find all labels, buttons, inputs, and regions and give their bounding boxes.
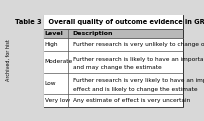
Text: Very low: Very low [45, 98, 70, 103]
Text: Description: Description [73, 31, 113, 36]
Text: High: High [45, 42, 58, 47]
Text: Level: Level [45, 31, 63, 36]
Bar [44, 38, 183, 51]
Text: Archived, for hist: Archived, for hist [6, 40, 11, 81]
Bar [44, 72, 183, 94]
Text: Table 3   Overall quality of outcome evidence in GRAI: Table 3 Overall quality of outcome evide… [14, 19, 204, 25]
Text: effect and is likely to change the estimate: effect and is likely to change the estim… [73, 87, 197, 92]
Text: Further research is very unlikely to change our confi: Further research is very unlikely to cha… [73, 42, 204, 47]
Bar [44, 94, 183, 107]
Bar [44, 15, 183, 107]
Text: and may change the estimate: and may change the estimate [73, 65, 161, 70]
Text: Moderate: Moderate [45, 59, 73, 64]
Text: Further research is very likely to have an important i: Further research is very likely to have … [73, 78, 204, 83]
Text: Low: Low [45, 81, 56, 86]
Bar [44, 15, 183, 29]
Bar [44, 29, 183, 38]
Text: Any estimate of effect is very uncertain: Any estimate of effect is very uncertain [73, 98, 190, 103]
Bar [44, 51, 183, 72]
Text: Further research is likely to have an important impa: Further research is likely to have an im… [73, 57, 204, 61]
